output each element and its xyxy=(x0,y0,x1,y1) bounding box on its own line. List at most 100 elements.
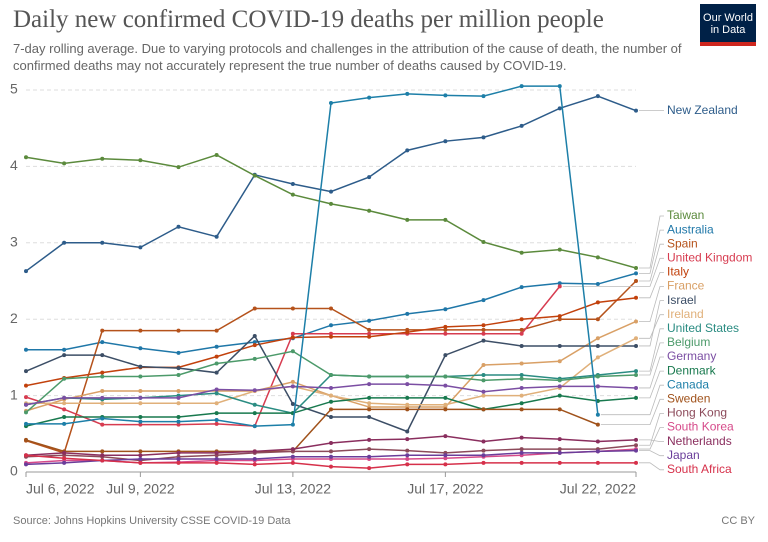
data-point xyxy=(595,374,600,379)
legend-label: Spain xyxy=(667,236,698,250)
data-point xyxy=(367,175,372,180)
data-point xyxy=(100,328,105,333)
data-point xyxy=(176,366,181,371)
legend-label: Australia xyxy=(667,222,714,236)
data-point xyxy=(405,462,410,467)
y-tick-label: 5 xyxy=(10,81,18,97)
data-point xyxy=(214,411,219,416)
legend-label: Ireland xyxy=(667,307,704,321)
data-point xyxy=(176,419,181,424)
data-point xyxy=(519,285,524,290)
data-point xyxy=(595,94,600,99)
data-point xyxy=(557,84,562,89)
series-line xyxy=(25,297,637,387)
x-tick-label: Jul 13, 2022 xyxy=(255,481,331,497)
data-point xyxy=(405,457,410,462)
data-point xyxy=(367,401,372,406)
label-connector xyxy=(639,314,664,339)
data-point xyxy=(443,139,448,144)
data-point xyxy=(62,450,67,455)
label-connector xyxy=(639,328,664,372)
label-connector xyxy=(639,300,664,347)
data-point xyxy=(329,189,333,194)
data-point xyxy=(367,334,372,339)
data-point xyxy=(519,327,524,332)
data-point xyxy=(367,382,372,387)
data-point xyxy=(519,407,524,412)
data-point xyxy=(329,399,333,404)
data-point xyxy=(138,364,143,369)
data-point xyxy=(138,422,143,427)
data-point xyxy=(634,437,638,442)
data-point xyxy=(24,421,28,426)
legend-label: Taiwan xyxy=(667,208,704,222)
data-point xyxy=(62,414,67,419)
data-point xyxy=(62,347,67,352)
data-point xyxy=(100,458,105,463)
data-point xyxy=(176,372,181,377)
data-point xyxy=(138,158,143,163)
data-point xyxy=(634,108,638,113)
data-point xyxy=(519,343,524,348)
data-point xyxy=(443,331,448,336)
data-point xyxy=(214,391,219,396)
data-point xyxy=(367,447,372,452)
data-point xyxy=(62,395,67,400)
data-point xyxy=(176,224,181,229)
data-point xyxy=(595,336,600,341)
data-point xyxy=(405,330,410,335)
data-point xyxy=(481,135,486,140)
y-tick-label: 0 xyxy=(10,463,18,479)
data-point xyxy=(252,449,257,454)
data-point xyxy=(634,443,638,448)
data-point xyxy=(481,460,486,465)
data-point xyxy=(24,462,28,467)
data-point xyxy=(481,331,486,336)
data-point xyxy=(176,389,181,394)
data-point xyxy=(252,173,257,178)
data-point xyxy=(176,422,181,427)
data-point xyxy=(557,281,562,286)
data-point xyxy=(557,314,562,319)
data-point xyxy=(252,356,257,361)
data-point xyxy=(595,449,600,454)
series-line xyxy=(26,272,637,354)
data-point xyxy=(100,401,105,406)
data-point xyxy=(481,393,486,398)
data-point xyxy=(252,340,257,345)
data-point xyxy=(290,335,295,340)
data-point xyxy=(329,449,333,454)
data-point xyxy=(138,328,143,333)
data-point xyxy=(405,402,410,407)
license[interactable]: CC BY xyxy=(721,515,755,527)
data-point xyxy=(634,279,638,283)
label-connector xyxy=(639,462,664,471)
data-point xyxy=(405,395,410,400)
legend-label: New Zealand xyxy=(667,103,738,117)
x-tick-label: Jul 22, 2022 xyxy=(560,481,636,497)
data-point xyxy=(290,349,295,354)
x-tick-label: Jul 6, 2022 xyxy=(26,481,95,497)
data-point xyxy=(557,343,562,348)
data-point xyxy=(367,395,372,400)
data-point xyxy=(481,389,486,394)
data-point xyxy=(481,323,486,328)
data-point xyxy=(100,449,105,454)
data-point xyxy=(290,181,295,186)
data-point xyxy=(519,361,524,366)
data-point xyxy=(329,454,333,459)
legend-label: Italy xyxy=(667,265,689,279)
data-point xyxy=(634,319,638,324)
data-point xyxy=(367,318,372,323)
data-point xyxy=(557,437,562,442)
data-point xyxy=(138,401,143,406)
data-point xyxy=(634,385,638,390)
label-connector xyxy=(562,257,664,287)
data-point xyxy=(443,374,448,379)
data-point xyxy=(481,94,486,99)
data-point xyxy=(329,201,333,206)
data-point xyxy=(100,353,105,358)
data-point xyxy=(443,383,448,388)
label-connector xyxy=(639,427,664,450)
logo[interactable]: Our World in Data xyxy=(700,4,756,46)
